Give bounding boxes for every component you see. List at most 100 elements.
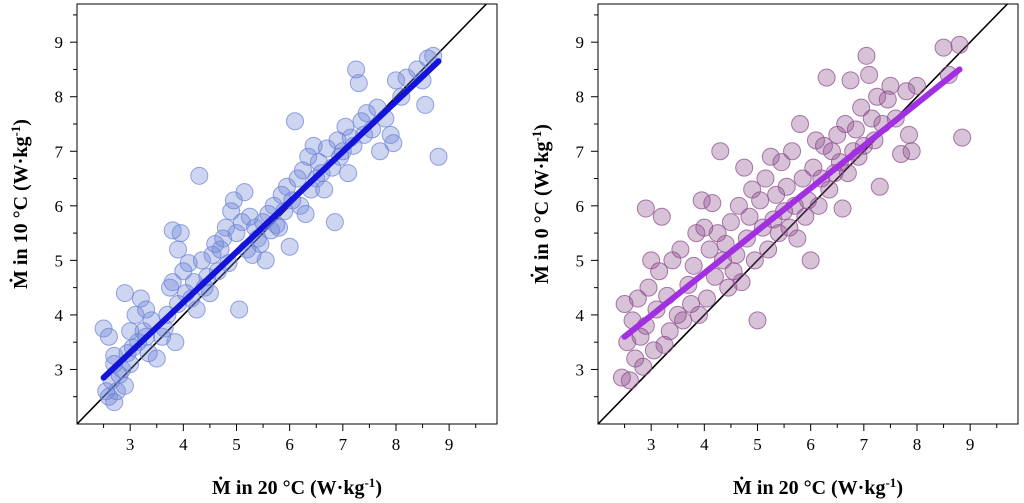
left-data-point	[240, 207, 259, 226]
right-data-point	[690, 305, 709, 324]
left-y-axis-label: Ṁ in 10 °C (W·kg-1)	[8, 119, 33, 289]
right-data-point	[721, 213, 740, 232]
right-x-tick-label: 9	[966, 435, 975, 454]
right-data-point	[934, 38, 953, 57]
right-data-point	[953, 128, 972, 147]
left-data-point	[230, 300, 249, 319]
right-identity-line	[597, 3, 1008, 425]
left-data-point	[131, 289, 150, 308]
right-data-point	[900, 125, 919, 144]
left-y-axis: 3 4 5 6 7 8 9	[55, 14, 77, 398]
right-data-point	[759, 240, 778, 259]
right-data-point	[817, 68, 836, 87]
right-data-point	[650, 262, 669, 281]
right-data-point	[878, 90, 897, 109]
left-x-tick-label: 6	[285, 435, 294, 454]
right-data-point	[671, 240, 690, 259]
right-data-point	[838, 164, 857, 183]
left-data-point	[256, 251, 275, 270]
right-data-point	[748, 311, 767, 330]
left-regression-line	[100, 58, 442, 381]
left-data-point	[216, 218, 235, 237]
left-data-point	[270, 218, 289, 237]
right-x-tick-label: 3	[647, 435, 656, 454]
left-data-point	[315, 180, 334, 199]
right-data-point	[660, 322, 679, 341]
left-data-point	[296, 205, 315, 223]
left-x-tick-label: 9	[445, 435, 454, 454]
right-data-point	[793, 169, 812, 188]
right-data-point	[634, 357, 653, 376]
left-data-point	[299, 147, 318, 166]
left-data-point	[137, 300, 156, 319]
right-y-tick-label: 5	[576, 251, 585, 270]
right-data-point	[620, 371, 639, 390]
left-data-point	[187, 300, 206, 319]
left-data-point	[115, 284, 134, 303]
left-y-tick-label: 4	[55, 306, 64, 325]
right-data-point	[862, 109, 881, 128]
left-data-point	[416, 95, 435, 114]
right-data-point	[729, 196, 748, 215]
left-data-point	[347, 60, 366, 79]
right-data-point	[791, 115, 810, 133]
left-data-point	[200, 284, 219, 303]
left-y-tick-label: 5	[55, 251, 64, 270]
right-data-point	[644, 341, 663, 360]
right-data-point	[857, 46, 876, 65]
left-data-point	[163, 273, 182, 292]
right-data-point	[892, 145, 911, 163]
left-y-tick-label: 6	[55, 197, 64, 216]
right-data-point	[836, 115, 855, 133]
right-data-point	[756, 169, 775, 188]
right-data-point	[846, 120, 865, 139]
left-data-point	[371, 142, 390, 161]
left-data-point	[105, 393, 124, 412]
left-identity-line	[76, 3, 487, 425]
right-y-tick-label: 8	[576, 88, 585, 107]
right-scatter-panel: 3 4 5 6 7 8 9 3 4 5 6 7 8 9 Ṁ in 20 °C (W·kg-1) Ṁ in…	[529, 3, 1019, 499]
left-data-point	[429, 147, 448, 166]
right-y-tick-label: 9	[576, 33, 585, 52]
left-x-axis: 3 4 5 6 7 8 9	[103, 424, 477, 454]
right-data-point	[700, 240, 719, 259]
left-y-tick-label: 8	[55, 88, 64, 107]
right-data-point	[841, 71, 860, 90]
left-data-point	[285, 112, 304, 131]
left-y-tick-label: 3	[55, 360, 64, 379]
left-x-tick-label: 5	[232, 435, 241, 454]
left-scatter-points	[94, 46, 448, 412]
left-data-point	[190, 166, 209, 185]
left-data-point	[235, 183, 254, 202]
right-data-point	[950, 35, 969, 54]
right-data-point	[615, 295, 634, 313]
left-data-point	[171, 224, 190, 243]
left-data-point	[169, 240, 188, 259]
left-data-point	[325, 213, 344, 232]
right-data-point	[881, 76, 900, 95]
left-data-point	[179, 254, 198, 273]
left-x-tick-label: 7	[339, 435, 348, 454]
right-y-tick-label: 7	[576, 142, 585, 161]
left-data-point	[357, 104, 376, 123]
left-data-point	[192, 251, 211, 270]
right-y-tick-label: 3	[576, 360, 585, 379]
left-data-point	[211, 240, 230, 259]
left-data-point	[99, 327, 118, 346]
right-y-tick-label: 6	[576, 197, 585, 216]
right-data-point	[833, 199, 852, 218]
right-data-point	[628, 289, 647, 308]
right-data-point	[751, 191, 770, 210]
left-data-point	[418, 49, 437, 68]
left-data-point	[386, 71, 405, 90]
left-data-point	[336, 117, 355, 136]
left-y-tick-label: 7	[55, 142, 64, 161]
left-data-point	[166, 333, 185, 352]
left-data-point	[222, 202, 241, 221]
right-data-point	[674, 311, 693, 330]
left-data-point	[384, 134, 403, 153]
right-data-point	[695, 218, 714, 237]
right-scatter-points	[612, 35, 972, 390]
left-data-point	[251, 235, 270, 253]
right-data-point	[772, 153, 791, 172]
